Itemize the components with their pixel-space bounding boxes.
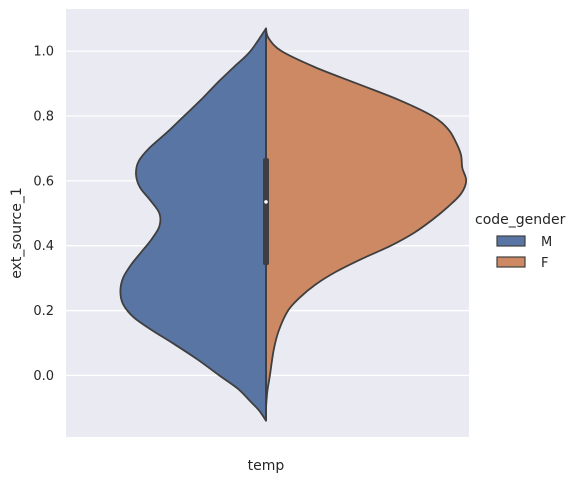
x-axis-label: temp xyxy=(248,458,285,474)
legend-label-F: F xyxy=(541,256,548,271)
iqr-box xyxy=(263,158,269,266)
y-tick-label: 1.0 xyxy=(33,45,54,60)
violin-shapes xyxy=(119,27,468,422)
legend-title: code_gender xyxy=(475,212,566,228)
legend: code_gender MF xyxy=(475,212,566,271)
y-tick-label: 0.0 xyxy=(33,369,54,384)
y-axis-label: ext_source_1 xyxy=(9,187,25,279)
legend-swatch-F xyxy=(496,256,526,268)
inner-box xyxy=(263,28,269,421)
legend-swatch-M xyxy=(496,235,526,247)
y-tick-label: 0.8 xyxy=(33,110,54,125)
median-point xyxy=(264,200,268,204)
violin-half-M xyxy=(119,27,267,422)
violin-half-F xyxy=(265,27,468,409)
y-tick-label: 0.4 xyxy=(33,239,54,254)
y-tick-labels: 0.0 0.2 0.4 0.6 0.8 1.0 xyxy=(33,45,54,384)
legend-items: MF xyxy=(496,235,552,271)
y-tick-label: 0.2 xyxy=(33,304,54,319)
y-tick-label: 0.6 xyxy=(33,174,54,189)
legend-label-M: M xyxy=(541,235,552,250)
